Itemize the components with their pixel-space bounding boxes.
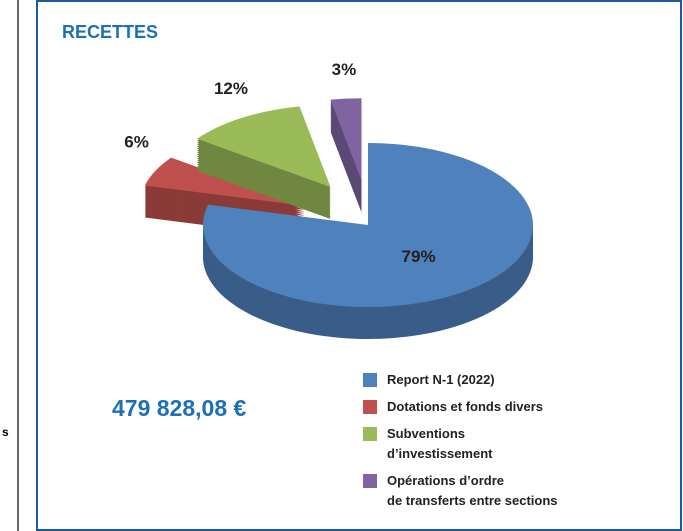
slice — [203, 143, 533, 307]
data-label: 79% — [402, 247, 436, 266]
legend-label: Opérations d’ordre de transferts entre s… — [387, 473, 558, 508]
legend-swatch — [363, 373, 377, 387]
data-label: 6% — [124, 132, 149, 151]
legend-item: Subventions d’investissement — [363, 424, 558, 464]
slice — [197, 106, 331, 188]
legend-label: Subventions d’investissement — [387, 426, 493, 461]
data-label: 12% — [214, 79, 248, 98]
legend-swatch — [363, 474, 377, 488]
legend-item: Report N-1 (2022) — [363, 370, 558, 390]
panel-border — [36, 0, 682, 531]
legend-item: Dotations et fonds divers — [363, 397, 558, 417]
legend-label: Report N-1 (2022) — [387, 372, 495, 387]
legend: Report N-1 (2022) Dotations et fonds dive… — [363, 370, 558, 518]
slice — [330, 98, 362, 181]
legend-item: Opérations d’ordre de transferts entre s… — [363, 471, 558, 511]
legend-swatch — [363, 400, 377, 414]
legend-label: Dotations et fonds divers — [387, 399, 544, 414]
legend-swatch — [363, 427, 377, 441]
chart-title: RECETTES — [62, 22, 158, 42]
data-label: 3% — [332, 60, 357, 79]
total-amount: 479 828,08 € — [112, 395, 247, 421]
left-fragment: s — [2, 425, 9, 439]
